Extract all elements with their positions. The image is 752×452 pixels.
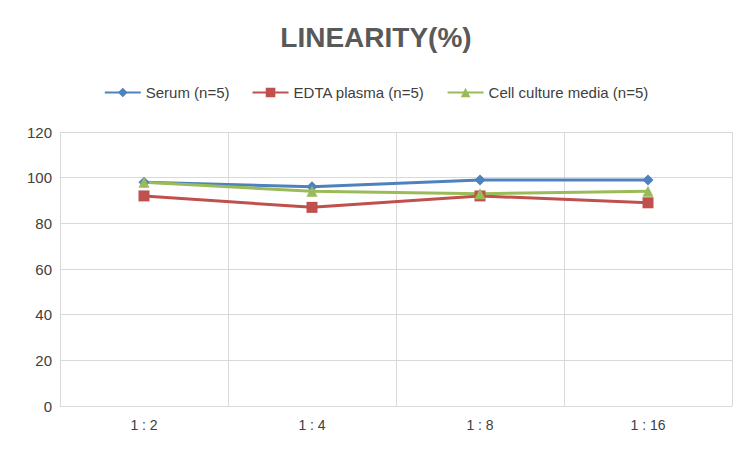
svg-text:1 : 4: 1 : 4 [298,417,325,433]
svg-text:1 : 2: 1 : 2 [130,417,157,433]
svg-text:0: 0 [44,398,52,415]
svg-text:20: 20 [35,352,52,369]
svg-text:40: 40 [35,306,52,323]
svg-text:EDTA plasma (n=5): EDTA plasma (n=5) [294,84,424,101]
svg-text:100: 100 [27,169,52,186]
svg-text:Serum (n=5): Serum (n=5) [146,84,230,101]
svg-text:Cell culture media (n=5): Cell culture media (n=5) [489,84,649,101]
svg-text:LINEARITY(%): LINEARITY(%) [280,22,471,53]
svg-text:120: 120 [27,124,52,141]
svg-text:1 : 16: 1 : 16 [630,417,665,433]
svg-text:60: 60 [35,261,52,278]
svg-text:1 : 8: 1 : 8 [466,417,493,433]
svg-text:80: 80 [35,215,52,232]
